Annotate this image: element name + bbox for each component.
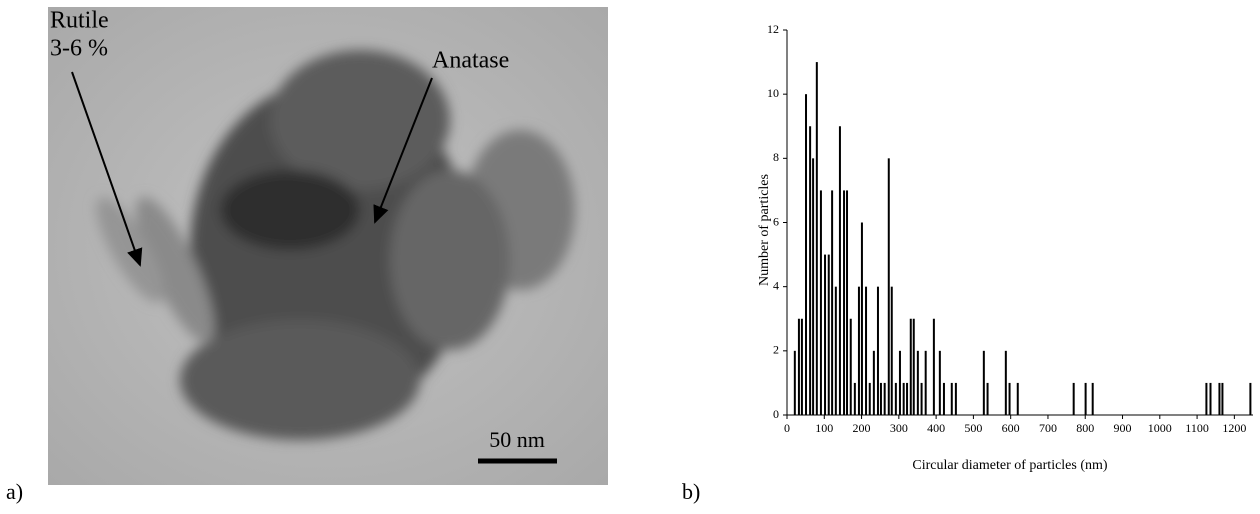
bar: [793, 350, 796, 415]
y-tick-label: 2: [773, 343, 779, 357]
bar: [819, 190, 822, 415]
x-tick-label: 1000: [1148, 421, 1172, 435]
bar: [1091, 382, 1094, 415]
bar: [1205, 382, 1208, 415]
bar: [932, 318, 935, 415]
bar: [1221, 382, 1224, 415]
bar: [890, 286, 893, 415]
bar: [838, 126, 841, 415]
x-tick-label: 800: [1076, 421, 1094, 435]
bar: [982, 350, 985, 415]
bar: [916, 350, 919, 415]
x-tick-label: 400: [927, 421, 945, 435]
bar: [1072, 382, 1075, 415]
x-axis-label: Circular diameter of particles (nm): [912, 458, 1107, 473]
annotation: Anatase: [432, 48, 509, 74]
annotation: Rutile: [50, 8, 109, 34]
panel-label: a): [6, 479, 23, 504]
y-tick-label: 8: [773, 150, 779, 164]
bar: [846, 190, 849, 415]
bar: [827, 254, 830, 415]
bar: [1218, 382, 1221, 415]
bar: [924, 350, 927, 415]
bar: [954, 382, 957, 415]
y-tick-label: 4: [773, 278, 779, 292]
x-tick-label: 500: [964, 421, 982, 435]
bar: [879, 382, 882, 415]
bar: [894, 382, 897, 415]
bar: [843, 190, 846, 415]
bar: [986, 382, 989, 415]
bar: [872, 350, 875, 415]
tem-image: [48, 7, 608, 485]
bar: [942, 382, 945, 415]
bar: [824, 254, 827, 415]
bar: [834, 286, 837, 415]
scale-bar-label: 50 nm: [489, 427, 545, 452]
bar: [805, 94, 808, 416]
bar: [1016, 382, 1019, 415]
x-tick-label: 900: [1114, 421, 1132, 435]
bar: [853, 382, 856, 415]
bar: [1249, 382, 1252, 415]
bar: [857, 286, 860, 415]
bar: [800, 318, 803, 415]
bar: [831, 190, 834, 415]
bar: [920, 382, 923, 415]
y-tick-label: 0: [773, 407, 779, 421]
bar: [906, 382, 909, 415]
bar: [797, 318, 800, 415]
bar: [950, 382, 953, 415]
bar: [849, 318, 852, 415]
bar: [938, 350, 941, 415]
x-tick-label: 600: [1002, 421, 1020, 435]
y-tick-label: 10: [767, 86, 779, 100]
x-tick-label: 0: [784, 421, 790, 435]
bar: [876, 286, 879, 415]
panel-label: b): [682, 479, 700, 504]
bar: [887, 158, 890, 416]
x-tick-label: 300: [890, 421, 908, 435]
bar: [902, 382, 905, 415]
bar: [1008, 382, 1011, 415]
y-tick-label: 12: [767, 22, 779, 36]
bar: [812, 158, 815, 416]
y-tick-label: 6: [773, 214, 779, 228]
bar: [809, 126, 812, 415]
x-tick-label: 1200: [1222, 421, 1246, 435]
bar: [1209, 382, 1212, 415]
bar: [883, 382, 886, 415]
bar: [912, 318, 915, 415]
bar: [865, 286, 868, 415]
bar: [1084, 382, 1087, 415]
bar: [1004, 350, 1007, 415]
y-axis-label: Number of particles: [757, 174, 772, 286]
annotation: 3-6 %: [50, 36, 108, 62]
x-tick-label: 200: [853, 421, 871, 435]
x-tick-label: 700: [1039, 421, 1057, 435]
bar: [815, 62, 818, 415]
x-tick-label: 1100: [1185, 421, 1209, 435]
bar: [860, 222, 863, 415]
bar: [898, 350, 901, 415]
x-tick-label: 100: [815, 421, 833, 435]
bar: [868, 382, 871, 415]
bar: [909, 318, 912, 415]
